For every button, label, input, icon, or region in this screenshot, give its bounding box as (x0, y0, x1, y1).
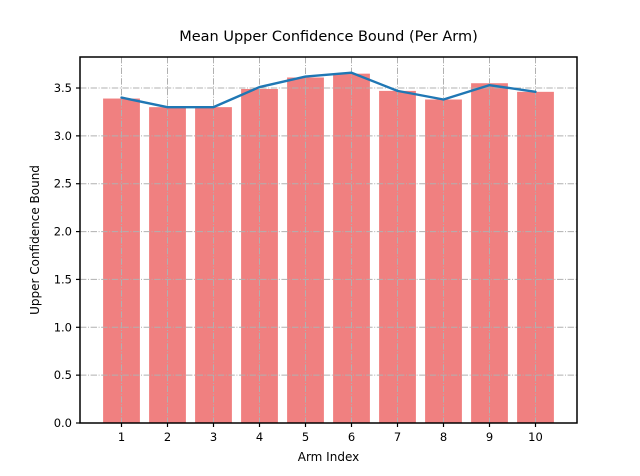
xtick-label: 5 (302, 430, 309, 444)
xtick-label: 4 (256, 430, 263, 444)
chart-title: Mean Upper Confidence Bound (Per Arm) (179, 29, 478, 45)
xtick-label: 8 (440, 430, 447, 444)
xtick-label: 10 (528, 430, 543, 444)
ytick-label: 0.0 (54, 416, 72, 430)
ytick-label: 1.0 (54, 320, 72, 334)
ytick-label: 0.5 (54, 368, 72, 382)
ytick-label: 3.0 (54, 129, 72, 143)
xtick-label: 9 (486, 430, 493, 444)
xtick-label: 2 (164, 430, 171, 444)
xtick-label: 1 (118, 430, 125, 444)
xtick-label: 6 (348, 430, 355, 444)
ytick-label: 3.5 (54, 81, 72, 95)
x-axis-label: Arm Index (297, 450, 360, 464)
ytick-label: 2.5 (54, 177, 72, 191)
xtick-label: 3 (210, 430, 217, 444)
ytick-label: 1.5 (54, 272, 72, 286)
y-axis-label: Upper Confidence Bound (28, 165, 42, 315)
xtick-label: 7 (394, 430, 401, 444)
ytick-label: 2.0 (54, 225, 72, 239)
axes-spines (79, 56, 578, 424)
ucb-line (120, 71, 537, 109)
